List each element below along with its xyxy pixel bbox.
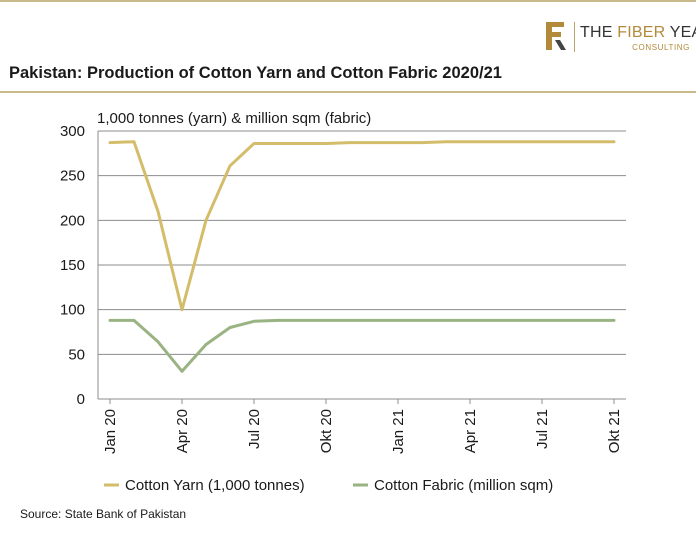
y-tick-label: 100 <box>60 302 85 319</box>
x-tick-label: Apr 20 <box>174 409 191 453</box>
y-tick-label: 150 <box>60 257 85 274</box>
y-axis-unit-label: 1,000 tonnes (yarn) & million sqm (fabri… <box>97 110 372 127</box>
series-line-2 <box>108 318 616 373</box>
chart-title: Pakistan: Production of Cotton Yarn and … <box>9 64 502 82</box>
y-tick-label: 250 <box>60 168 85 185</box>
fiber-year-logo-icon <box>546 22 566 50</box>
y-tick-label: 50 <box>68 346 85 363</box>
title-rule <box>0 91 696 93</box>
brand-name: THE FIBER YEAR <box>580 24 696 41</box>
x-tick-label: Apr 21 <box>462 409 479 453</box>
series-line-1 <box>108 140 616 312</box>
legend-label-1: Cotton Yarn (1,000 tonnes) <box>125 477 305 494</box>
x-tick-label: Jan 21 <box>390 409 407 454</box>
x-tick-label: Jul 20 <box>246 409 263 449</box>
y-tick-label: 300 <box>60 123 85 140</box>
x-tick-label: Jul 21 <box>534 409 551 449</box>
legend-label-2: Cotton Fabric (million sqm) <box>374 477 553 494</box>
logo-separator <box>574 22 575 52</box>
y-tick-label: 0 <box>77 391 85 408</box>
top-rule <box>0 0 696 2</box>
source-note: Source: State Bank of Pakistan <box>20 507 187 521</box>
y-tick-label: 200 <box>60 212 85 229</box>
x-tick-label: Okt 20 <box>318 409 335 453</box>
x-tick-label: Okt 21 <box>606 409 623 453</box>
x-tick-label: Jan 20 <box>102 409 119 454</box>
brand-subtitle: CONSULTING <box>632 43 690 52</box>
brand-logo: THE FIBER YEAR CONSULTING <box>544 18 696 58</box>
